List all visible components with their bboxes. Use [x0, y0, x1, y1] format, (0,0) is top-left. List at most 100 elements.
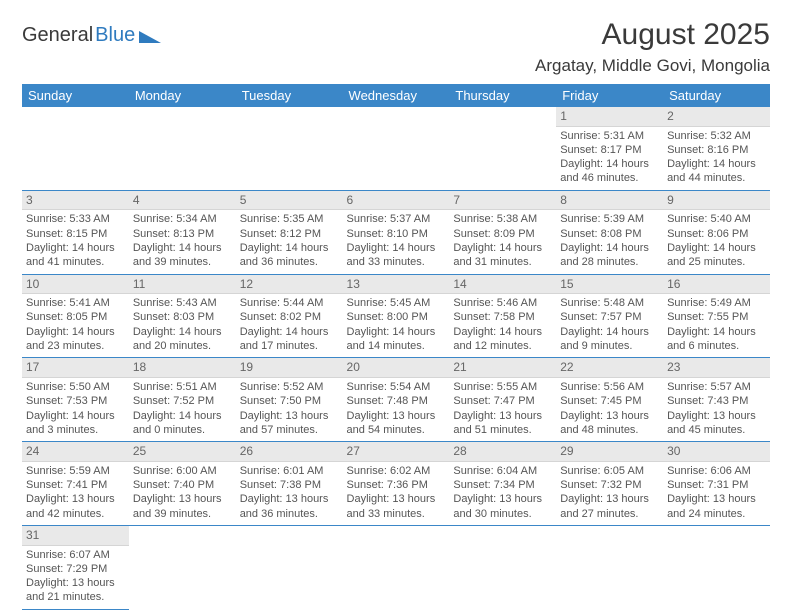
logo-text-general: General — [22, 24, 93, 47]
calendar-day-cell — [556, 525, 663, 609]
day-number: 23 — [663, 358, 770, 378]
sunset-line: Sunset: 7:36 PM — [347, 478, 446, 492]
calendar-week-row: 3Sunrise: 5:33 AMSunset: 8:15 PMDaylight… — [22, 190, 770, 274]
day-number: 11 — [129, 275, 236, 295]
sunrise-line: Sunrise: 5:31 AM — [560, 129, 659, 143]
sunset-line: Sunset: 7:52 PM — [133, 394, 232, 408]
sunrise-line: Sunrise: 6:01 AM — [240, 464, 339, 478]
day-number: 16 — [663, 275, 770, 295]
daylight-line: Daylight: 13 hours and 54 minutes. — [347, 409, 446, 438]
weekday-header: Sunday — [22, 84, 129, 107]
daylight-line: Daylight: 14 hours and 33 minutes. — [347, 241, 446, 270]
sunset-line: Sunset: 7:47 PM — [453, 394, 552, 408]
daylight-line: Daylight: 13 hours and 42 minutes. — [26, 492, 125, 521]
sunset-line: Sunset: 7:58 PM — [453, 310, 552, 324]
daylight-line: Daylight: 13 hours and 51 minutes. — [453, 409, 552, 438]
sunrise-line: Sunrise: 6:06 AM — [667, 464, 766, 478]
day-number: 13 — [343, 275, 450, 295]
day-number: 31 — [22, 526, 129, 546]
calendar-day-cell: 8Sunrise: 5:39 AMSunset: 8:08 PMDaylight… — [556, 190, 663, 274]
title-block: August 2025 Argatay, Middle Govi, Mongol… — [535, 18, 770, 82]
sunset-line: Sunset: 8:17 PM — [560, 143, 659, 157]
sunset-line: Sunset: 7:48 PM — [347, 394, 446, 408]
sunset-line: Sunset: 7:38 PM — [240, 478, 339, 492]
calendar-table: SundayMondayTuesdayWednesdayThursdayFrid… — [22, 84, 770, 610]
calendar-day-cell — [129, 107, 236, 190]
calendar-day-cell — [343, 525, 450, 609]
calendar-day-cell: 22Sunrise: 5:56 AMSunset: 7:45 PMDayligh… — [556, 358, 663, 442]
day-number: 25 — [129, 442, 236, 462]
sunset-line: Sunset: 8:15 PM — [26, 227, 125, 241]
daylight-line: Daylight: 14 hours and 39 minutes. — [133, 241, 232, 270]
calendar-day-cell: 21Sunrise: 5:55 AMSunset: 7:47 PMDayligh… — [449, 358, 556, 442]
weekday-header: Thursday — [449, 84, 556, 107]
day-number: 7 — [449, 191, 556, 211]
daylight-line: Daylight: 13 hours and 30 minutes. — [453, 492, 552, 521]
sunrise-line: Sunrise: 5:59 AM — [26, 464, 125, 478]
calendar-day-cell — [236, 525, 343, 609]
sunset-line: Sunset: 7:31 PM — [667, 478, 766, 492]
sunrise-line: Sunrise: 6:07 AM — [26, 548, 125, 562]
day-number: 6 — [343, 191, 450, 211]
daylight-line: Daylight: 13 hours and 27 minutes. — [560, 492, 659, 521]
sunrise-line: Sunrise: 5:56 AM — [560, 380, 659, 394]
daylight-line: Daylight: 14 hours and 6 minutes. — [667, 325, 766, 354]
sunset-line: Sunset: 8:03 PM — [133, 310, 232, 324]
calendar-day-cell: 15Sunrise: 5:48 AMSunset: 7:57 PMDayligh… — [556, 274, 663, 358]
calendar-day-cell: 11Sunrise: 5:43 AMSunset: 8:03 PMDayligh… — [129, 274, 236, 358]
sunrise-line: Sunrise: 5:44 AM — [240, 296, 339, 310]
sunrise-line: Sunrise: 5:33 AM — [26, 212, 125, 226]
calendar-day-cell — [343, 107, 450, 190]
sunset-line: Sunset: 8:16 PM — [667, 143, 766, 157]
sunrise-line: Sunrise: 5:49 AM — [667, 296, 766, 310]
day-number: 4 — [129, 191, 236, 211]
calendar-day-cell: 13Sunrise: 5:45 AMSunset: 8:00 PMDayligh… — [343, 274, 450, 358]
calendar-day-cell — [663, 525, 770, 609]
sunset-line: Sunset: 8:08 PM — [560, 227, 659, 241]
calendar-day-cell: 2Sunrise: 5:32 AMSunset: 8:16 PMDaylight… — [663, 107, 770, 190]
logo-text-blue: Blue — [95, 24, 135, 47]
calendar-day-cell — [22, 107, 129, 190]
calendar-day-cell: 7Sunrise: 5:38 AMSunset: 8:09 PMDaylight… — [449, 190, 556, 274]
calendar-body: 1Sunrise: 5:31 AMSunset: 8:17 PMDaylight… — [22, 107, 770, 609]
weekday-header: Monday — [129, 84, 236, 107]
daylight-line: Daylight: 14 hours and 36 minutes. — [240, 241, 339, 270]
daylight-line: Daylight: 13 hours and 45 minutes. — [667, 409, 766, 438]
sunrise-line: Sunrise: 5:32 AM — [667, 129, 766, 143]
sunrise-line: Sunrise: 5:45 AM — [347, 296, 446, 310]
day-number: 17 — [22, 358, 129, 378]
calendar-day-cell — [449, 525, 556, 609]
sunset-line: Sunset: 7:57 PM — [560, 310, 659, 324]
day-number: 22 — [556, 358, 663, 378]
calendar-week-row: 17Sunrise: 5:50 AMSunset: 7:53 PMDayligh… — [22, 358, 770, 442]
calendar-week-row: 1 Sunrise: 5:31 AMSunset: 8:17 PMDaylight… — [22, 107, 770, 190]
location: Argatay, Middle Govi, Mongolia — [535, 56, 770, 76]
daylight-line: Daylight: 13 hours and 39 minutes. — [133, 492, 232, 521]
month-title: August 2025 — [535, 18, 770, 52]
daylight-line: Daylight: 13 hours and 33 minutes. — [347, 492, 446, 521]
day-number: 19 — [236, 358, 343, 378]
calendar-day-cell: 5Sunrise: 5:35 AMSunset: 8:12 PMDaylight… — [236, 190, 343, 274]
daylight-line: Daylight: 14 hours and 14 minutes. — [347, 325, 446, 354]
day-number: 20 — [343, 358, 450, 378]
sunrise-line: Sunrise: 5:37 AM — [347, 212, 446, 226]
daylight-line: Daylight: 14 hours and 46 minutes. — [560, 157, 659, 186]
sunset-line: Sunset: 7:40 PM — [133, 478, 232, 492]
calendar-day-cell: 20Sunrise: 5:54 AMSunset: 7:48 PMDayligh… — [343, 358, 450, 442]
day-number: 1 — [556, 107, 663, 127]
calendar-day-cell: 24Sunrise: 5:59 AMSunset: 7:41 PMDayligh… — [22, 442, 129, 526]
sunset-line: Sunset: 7:50 PM — [240, 394, 339, 408]
day-number: 26 — [236, 442, 343, 462]
day-number: 2 — [663, 107, 770, 127]
sunrise-line: Sunrise: 6:02 AM — [347, 464, 446, 478]
calendar-day-cell: 26Sunrise: 6:01 AMSunset: 7:38 PMDayligh… — [236, 442, 343, 526]
daylight-line: Daylight: 13 hours and 57 minutes. — [240, 409, 339, 438]
sunset-line: Sunset: 8:05 PM — [26, 310, 125, 324]
calendar-day-cell: 14Sunrise: 5:46 AMSunset: 7:58 PMDayligh… — [449, 274, 556, 358]
calendar-day-cell: 4Sunrise: 5:34 AMSunset: 8:13 PMDaylight… — [129, 190, 236, 274]
calendar-day-cell: 17Sunrise: 5:50 AMSunset: 7:53 PMDayligh… — [22, 358, 129, 442]
sunrise-line: Sunrise: 5:40 AM — [667, 212, 766, 226]
sunrise-line: Sunrise: 5:41 AM — [26, 296, 125, 310]
daylight-line: Daylight: 14 hours and 3 minutes. — [26, 409, 125, 438]
sunrise-line: Sunrise: 6:00 AM — [133, 464, 232, 478]
